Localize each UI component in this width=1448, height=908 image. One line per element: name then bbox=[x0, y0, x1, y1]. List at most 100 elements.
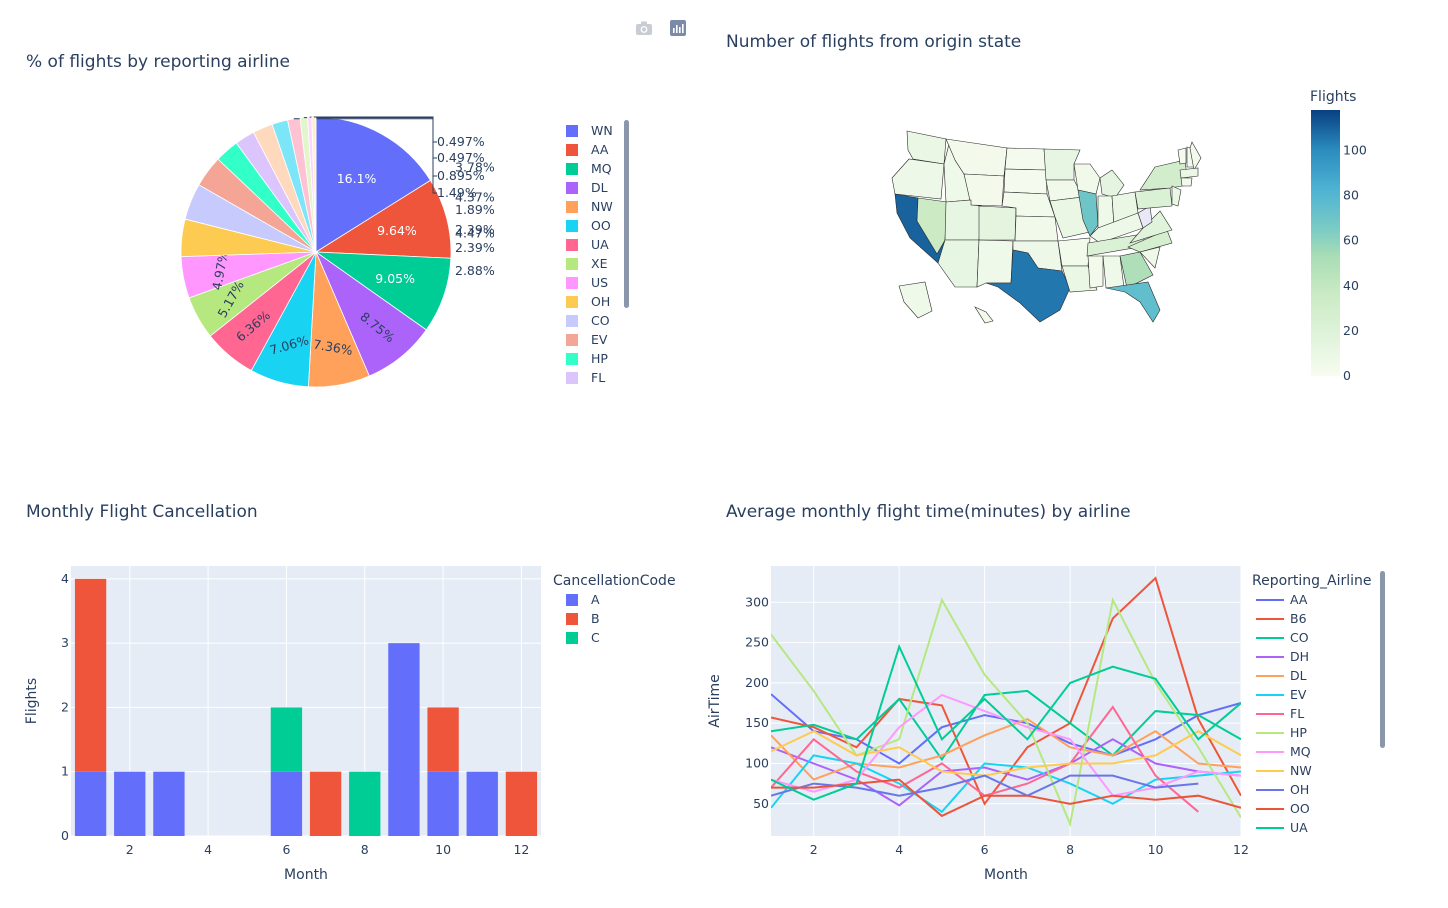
state-il[interactable] bbox=[1077, 189, 1099, 237]
state-sd[interactable] bbox=[1003, 168, 1048, 195]
state-ok[interactable] bbox=[1012, 240, 1063, 272]
state-in[interactable] bbox=[1097, 195, 1115, 229]
pie-slice[interactable] bbox=[271, 119, 317, 253]
legend-swatch[interactable] bbox=[566, 632, 578, 644]
state-ma[interactable] bbox=[1179, 167, 1199, 179]
state-id[interactable] bbox=[943, 139, 972, 203]
state-ia[interactable] bbox=[1045, 179, 1084, 202]
state-vt[interactable] bbox=[1177, 147, 1187, 165]
state-ar[interactable] bbox=[1057, 237, 1091, 267]
state-mn[interactable] bbox=[1043, 148, 1081, 181]
legend-scrollbar[interactable] bbox=[624, 120, 629, 308]
state-ne[interactable] bbox=[1001, 191, 1056, 218]
state-nv[interactable] bbox=[916, 197, 948, 255]
bar-segment[interactable] bbox=[153, 771, 185, 836]
state-wy[interactable] bbox=[963, 173, 1005, 207]
pie-slice[interactable] bbox=[299, 116, 317, 253]
legend-swatch[interactable] bbox=[566, 182, 578, 194]
bar-segment[interactable] bbox=[74, 578, 107, 772]
state-tn[interactable] bbox=[1086, 233, 1146, 257]
pie-slice[interactable] bbox=[188, 251, 317, 337]
state-tx[interactable] bbox=[985, 249, 1071, 323]
bar-segment[interactable] bbox=[114, 771, 146, 836]
pie-slice[interactable] bbox=[180, 251, 317, 299]
state-oh[interactable] bbox=[1111, 191, 1139, 227]
legend-scrollbar[interactable] bbox=[1380, 571, 1385, 748]
pie-slice[interactable] bbox=[315, 250, 427, 377]
state-mt[interactable] bbox=[945, 138, 1008, 177]
state-ct[interactable] bbox=[1180, 177, 1193, 187]
series-line[interactable] bbox=[771, 717, 1241, 781]
pie-slice[interactable] bbox=[315, 116, 431, 253]
series-line[interactable] bbox=[771, 754, 1241, 814]
bar-segment[interactable] bbox=[270, 771, 303, 836]
legend-swatch[interactable] bbox=[566, 258, 578, 270]
state-nh[interactable] bbox=[1186, 146, 1195, 168]
state-sc[interactable] bbox=[1139, 246, 1161, 269]
series-line[interactable] bbox=[771, 576, 1241, 806]
pie-slice[interactable] bbox=[198, 158, 317, 253]
bar-segment[interactable] bbox=[427, 771, 459, 836]
state-wv[interactable] bbox=[1137, 205, 1153, 229]
bar-segment[interactable] bbox=[309, 771, 342, 836]
legend-swatch[interactable] bbox=[566, 594, 578, 606]
legend-swatch[interactable] bbox=[566, 277, 578, 289]
state-or[interactable] bbox=[891, 158, 945, 200]
state-wi[interactable] bbox=[1073, 163, 1101, 195]
pie-slice[interactable] bbox=[307, 116, 317, 253]
state-pa[interactable] bbox=[1134, 187, 1173, 210]
series-line[interactable] bbox=[771, 730, 1241, 777]
bar-segment[interactable] bbox=[74, 771, 107, 836]
pie-slice[interactable] bbox=[314, 179, 452, 259]
pie-slice[interactable] bbox=[184, 184, 317, 253]
series-line[interactable] bbox=[771, 774, 1199, 797]
pie-slice[interactable] bbox=[287, 117, 317, 253]
state-mo[interactable] bbox=[1049, 196, 1095, 239]
series-line[interactable] bbox=[771, 738, 1241, 807]
state-ky[interactable] bbox=[1089, 212, 1144, 244]
legend-swatch[interactable] bbox=[566, 163, 578, 175]
legend-swatch[interactable] bbox=[566, 613, 578, 625]
state-az[interactable] bbox=[937, 239, 980, 288]
legend-swatch[interactable] bbox=[566, 144, 578, 156]
pie-slice[interactable] bbox=[252, 123, 317, 253]
legend-swatch[interactable] bbox=[566, 296, 578, 308]
state-ny[interactable] bbox=[1139, 159, 1189, 191]
bar-segment[interactable] bbox=[427, 707, 459, 772]
series-line[interactable] bbox=[771, 596, 1241, 828]
pie-slice[interactable] bbox=[250, 251, 317, 388]
pie-slice[interactable] bbox=[180, 218, 317, 258]
legend-swatch[interactable] bbox=[566, 372, 578, 384]
series-line[interactable] bbox=[771, 705, 1199, 813]
pie-slice[interactable] bbox=[311, 116, 317, 253]
pie-slice[interactable] bbox=[307, 251, 370, 388]
state-hi[interactable] bbox=[974, 306, 994, 324]
series-line[interactable] bbox=[771, 689, 1241, 762]
state-la[interactable] bbox=[1061, 265, 1098, 293]
legend-swatch[interactable] bbox=[566, 220, 578, 232]
series-line[interactable] bbox=[771, 778, 1241, 818]
state-ut[interactable] bbox=[944, 199, 983, 241]
state-al[interactable] bbox=[1102, 255, 1125, 289]
pie-slice[interactable] bbox=[209, 251, 317, 372]
pie-slice[interactable] bbox=[217, 142, 317, 253]
series-line[interactable] bbox=[771, 693, 1241, 765]
state-nm[interactable] bbox=[976, 239, 1014, 288]
series-line[interactable] bbox=[771, 693, 1241, 797]
legend-swatch[interactable] bbox=[566, 201, 578, 213]
state-nd[interactable] bbox=[1004, 147, 1047, 171]
pie-slice[interactable] bbox=[235, 131, 317, 253]
state-mi[interactable] bbox=[1099, 169, 1125, 199]
state-co[interactable] bbox=[978, 205, 1017, 241]
bar-segment[interactable] bbox=[466, 771, 498, 836]
state-wa[interactable] bbox=[906, 130, 947, 165]
camera-icon[interactable] bbox=[634, 18, 654, 38]
legend-swatch[interactable] bbox=[566, 315, 578, 327]
state-ca[interactable] bbox=[894, 193, 959, 264]
legend-swatch[interactable] bbox=[566, 239, 578, 251]
legend-swatch[interactable] bbox=[566, 334, 578, 346]
legend-swatch[interactable] bbox=[566, 125, 578, 137]
state-ks[interactable] bbox=[1014, 215, 1059, 242]
state-ms[interactable] bbox=[1087, 255, 1104, 289]
state-me[interactable] bbox=[1189, 141, 1202, 171]
